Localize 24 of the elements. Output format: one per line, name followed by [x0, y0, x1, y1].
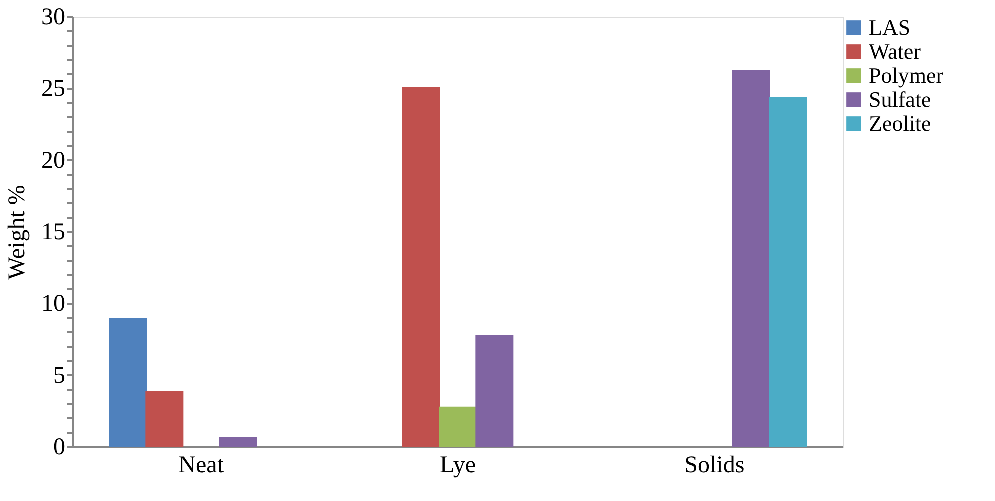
bar: [219, 436, 257, 447]
y-tick-label: 0: [54, 434, 66, 460]
bar: [476, 335, 514, 447]
legend-label: Zeolite: [869, 111, 932, 136]
y-tick-label: 15: [42, 220, 66, 246]
bar: [402, 87, 440, 447]
y-tick-label: 20: [42, 148, 66, 174]
legend-label: Sulfate: [869, 87, 932, 112]
y-tick-label: 30: [42, 4, 66, 30]
bar: [769, 97, 807, 447]
x-tick-label: Neat: [178, 452, 224, 478]
bar: [732, 70, 770, 447]
y-axis-title: Weight %: [4, 185, 30, 280]
legend-label: Water: [869, 39, 922, 64]
x-tick-label: Solids: [684, 452, 745, 478]
bar: [109, 318, 147, 447]
y-tick-label: 25: [42, 76, 66, 102]
legend-label: LAS: [869, 15, 911, 40]
legend-label: Polymer: [869, 63, 944, 88]
bar: [439, 406, 477, 447]
y-tick-label: 10: [42, 291, 66, 318]
x-tick-label: Lye: [440, 452, 476, 478]
bar: [146, 391, 184, 447]
y-tick-label: 5: [54, 362, 66, 389]
